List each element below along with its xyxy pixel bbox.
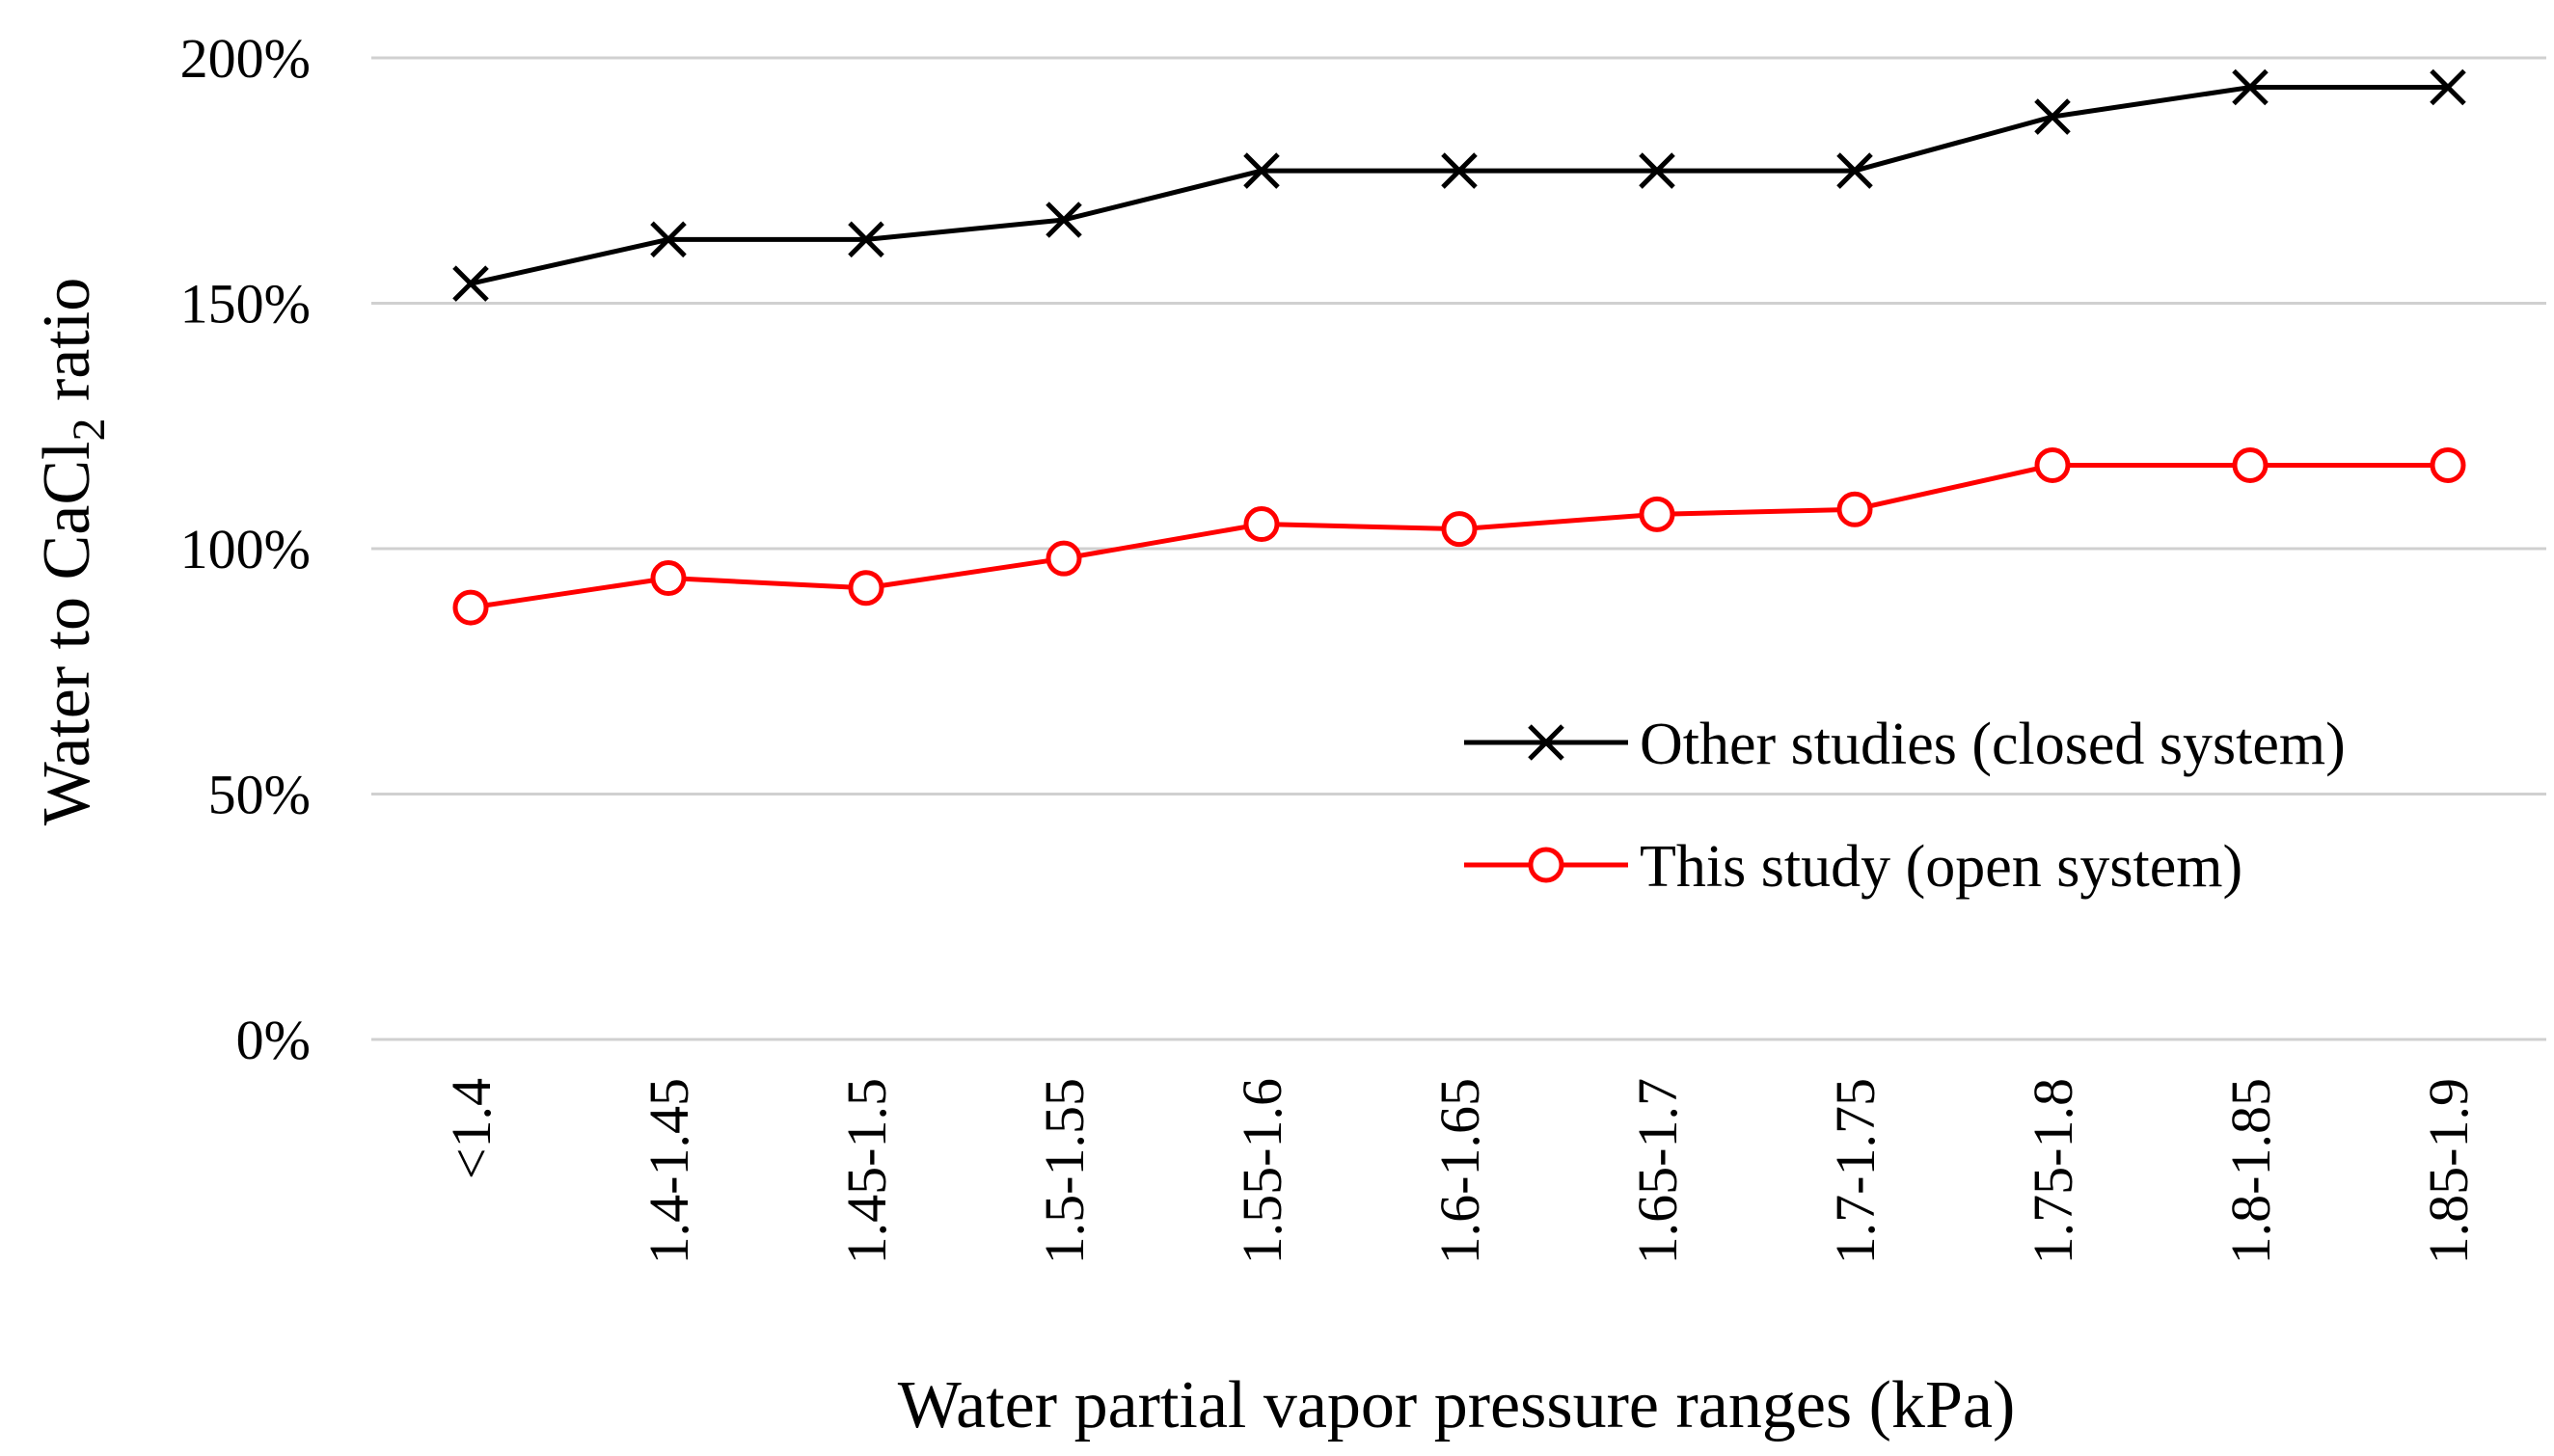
- data-point: [2034, 446, 2071, 483]
- legend-item: Other studies (closed system): [1464, 712, 2346, 777]
- y-axis-title-subscript: 2: [64, 418, 115, 442]
- data-point: [1046, 540, 1082, 577]
- y-axis-title: Water to CaCl2 ratio: [30, 278, 115, 826]
- data-point: [1243, 152, 1280, 189]
- data-point: [2232, 446, 2269, 483]
- x-tick-label: 1.8-1.85: [2219, 1078, 2282, 1264]
- y-axis-title-main: Water to CaCl: [30, 442, 104, 826]
- y-axis-ticks: 0% 50% 100% 150% 200%: [180, 27, 311, 1071]
- data-point: [1046, 202, 1082, 238]
- y-tick-label: 200%: [180, 27, 311, 90]
- data-point: [2232, 68, 2269, 106]
- data-point: [848, 570, 884, 607]
- x-tick-label: 1.45-1.5: [835, 1078, 898, 1264]
- x-tick-label: 1.75-1.8: [2022, 1078, 2084, 1264]
- data-point: [2430, 68, 2466, 106]
- series-2: [452, 446, 2466, 626]
- data-point: [1639, 496, 1675, 532]
- legend-label: This study (open system): [1640, 834, 2242, 900]
- gridlines: [371, 56, 2546, 1041]
- data-point: [452, 589, 489, 626]
- data-point: [1836, 152, 1873, 189]
- legend-marker: [1528, 847, 1564, 883]
- legend: Other studies (closed system) This study …: [1464, 712, 2346, 900]
- data-point: [1836, 491, 1873, 527]
- data-point: [2430, 446, 2466, 483]
- x-axis-title: Water partial vapor pressure ranges (kPa…: [898, 1368, 2016, 1443]
- data-point: [848, 221, 884, 258]
- y-tick-label: 0%: [236, 1009, 311, 1071]
- x-tick-label: 1.4-1.45: [638, 1078, 700, 1264]
- x-tick-label: 1.5-1.55: [1033, 1078, 1096, 1264]
- data-point: [1639, 152, 1675, 189]
- x-axis-ticks: <1.4 1.4-1.45 1.45-1.5 1.5-1.55 1.55-1.6 1.6-…: [440, 1078, 2480, 1264]
- legend-item: This study (open system): [1464, 834, 2242, 900]
- data-point: [1441, 511, 1478, 548]
- x-tick-label: 1.55-1.6: [1231, 1078, 1293, 1264]
- x-tick-label: 1.65-1.7: [1626, 1078, 1689, 1264]
- legend-marker: [1528, 724, 1564, 761]
- x-tick-label: 1.6-1.65: [1428, 1078, 1491, 1264]
- y-tick-label: 100%: [180, 518, 311, 580]
- series-group: [452, 68, 2466, 626]
- legend-label: Other studies (closed system): [1640, 712, 2346, 777]
- x-tick-label: <1.4: [440, 1078, 503, 1179]
- x-tick-label: 1.85-1.9: [2417, 1078, 2480, 1264]
- data-point: [1243, 506, 1280, 543]
- data-point: [650, 221, 687, 258]
- data-point: [2034, 98, 2071, 135]
- data-point: [650, 560, 687, 597]
- y-axis-title-suffix: ratio: [30, 278, 104, 418]
- y-tick-label: 150%: [180, 273, 311, 336]
- x-tick-label: 1.7-1.75: [1824, 1078, 1887, 1264]
- series-1: [452, 68, 2466, 302]
- data-point: [452, 265, 489, 302]
- data-point: [1441, 152, 1478, 189]
- series-line: [470, 85, 2448, 286]
- y-tick-label: 50%: [208, 764, 311, 826]
